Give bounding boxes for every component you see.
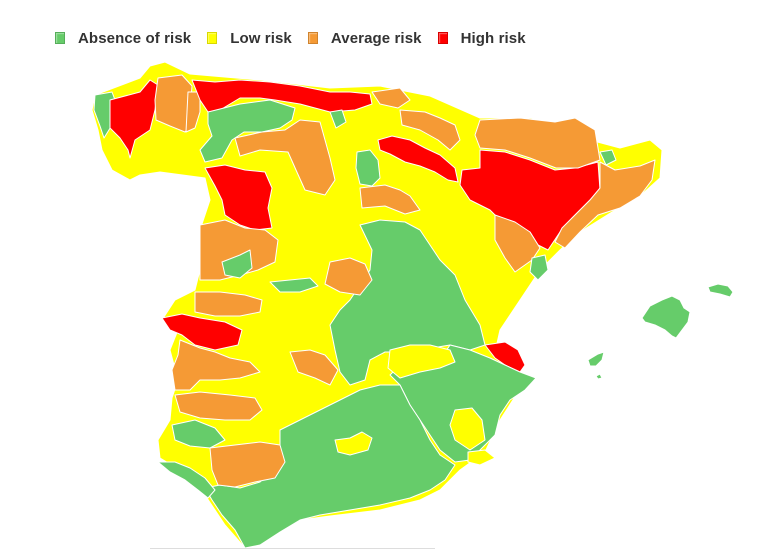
region-la-rioja[interactable] xyxy=(399,109,461,151)
region-basque-green[interactable] xyxy=(329,109,347,129)
region-jaen-yellow[interactable] xyxy=(334,431,373,456)
region-ebro-valley[interactable] xyxy=(377,135,459,183)
region-huelva-coast[interactable] xyxy=(157,461,216,499)
region-ibiza[interactable] xyxy=(587,351,605,367)
region-avila-green[interactable] xyxy=(269,277,319,293)
legend-item-absence[interactable]: Absence of risk xyxy=(55,30,191,47)
legend-item-low[interactable]: Low risk xyxy=(207,30,292,47)
region-catalonia-green[interactable] xyxy=(599,149,617,166)
region-caceres-red[interactable] xyxy=(161,313,243,351)
region-extremadura-green[interactable] xyxy=(221,249,253,279)
region-toledo-orange[interactable] xyxy=(289,349,339,386)
legend-label: Average risk xyxy=(330,29,422,47)
yellow-square-icon xyxy=(207,32,218,44)
map-legend: Absence of risk Low risk Average risk Hi… xyxy=(55,28,542,48)
region-soria-green[interactable] xyxy=(355,149,381,187)
region-castellon-green[interactable] xyxy=(529,254,549,281)
region-andalusia[interactable] xyxy=(204,384,456,549)
region-pyrenees-west[interactable] xyxy=(371,87,411,109)
region-alicante-yellow[interactable] xyxy=(449,407,486,451)
region-pyrenees[interactable] xyxy=(474,117,601,169)
region-huelva-green[interactable] xyxy=(171,419,226,449)
green-square-icon xyxy=(55,32,65,44)
region-catalonia-interior[interactable] xyxy=(554,159,656,249)
region-murcia-yellow[interactable] xyxy=(467,449,496,466)
region-galicia-north[interactable] xyxy=(109,79,159,159)
region-cantabrian-mountains[interactable] xyxy=(199,99,296,163)
region-soria[interactable] xyxy=(359,184,421,215)
red-square-icon xyxy=(437,32,448,44)
region-albacete-yellow[interactable] xyxy=(387,344,456,379)
region-badajoz[interactable] xyxy=(171,339,261,391)
region-badajoz-south[interactable] xyxy=(174,391,263,421)
region-seville[interactable] xyxy=(209,441,286,488)
region-caceres-orange[interactable] xyxy=(194,291,263,317)
region-extremadura-north[interactable] xyxy=(199,219,279,281)
orange-square-icon xyxy=(307,32,318,44)
region-mallorca[interactable] xyxy=(641,295,691,339)
region-burgos-palencia[interactable] xyxy=(234,119,336,196)
legend-item-average[interactable]: Average risk xyxy=(307,29,422,47)
legend-item-high[interactable]: High risk xyxy=(437,29,526,47)
region-menorca[interactable] xyxy=(707,283,734,298)
legend-label: Absence of risk xyxy=(78,29,192,47)
bottom-divider xyxy=(150,548,435,549)
legend-label: High risk xyxy=(460,29,526,47)
legend-label: Low risk xyxy=(230,29,292,47)
region-castellon-red[interactable] xyxy=(484,341,526,373)
region-formentera[interactable] xyxy=(595,373,603,380)
region-madrid-orange[interactable] xyxy=(324,257,373,296)
region-zamora[interactable] xyxy=(204,164,273,231)
